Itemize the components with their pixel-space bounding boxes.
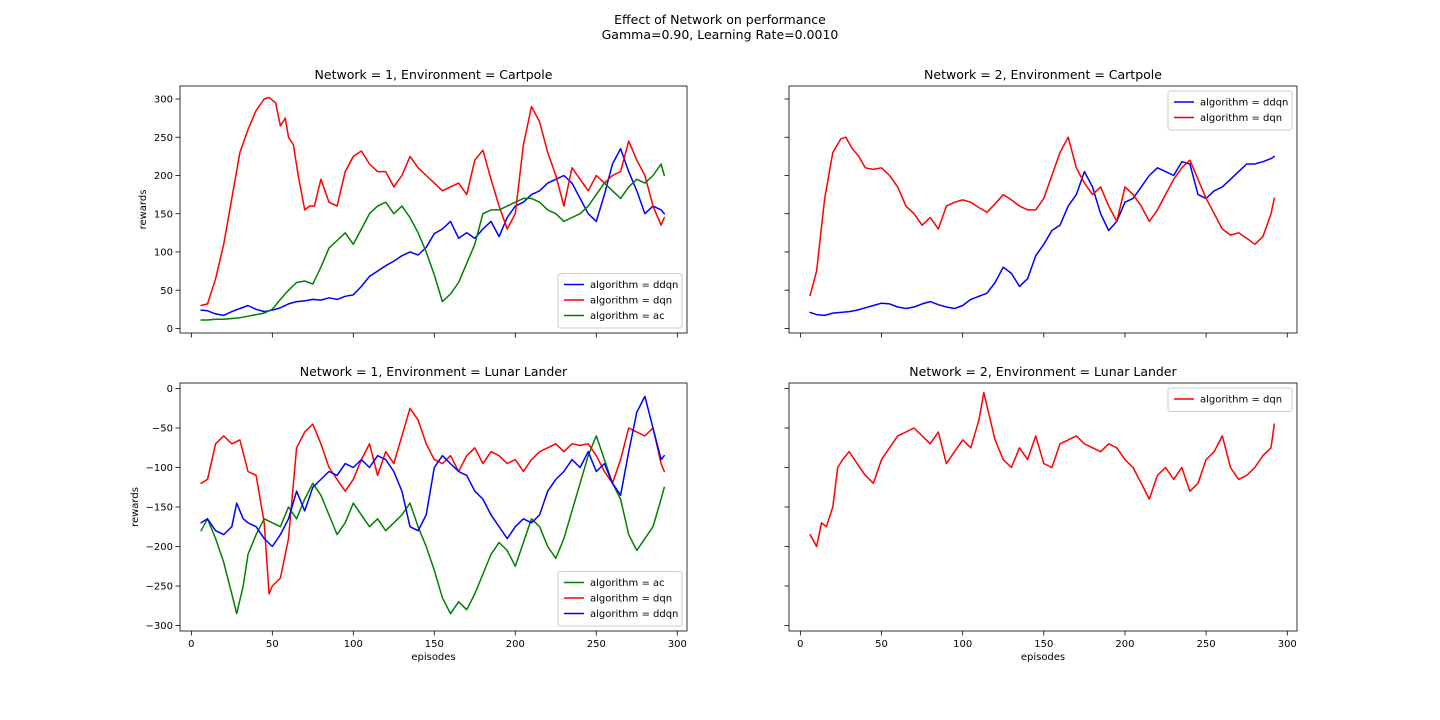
legend-entry: algorithm = ddqn [1200, 98, 1288, 109]
figure-subtitle: Gamma=0.90, Learning Rate=0.0010 [602, 27, 839, 42]
x-tick-label: 300 [668, 639, 687, 650]
legend-entry: algorithm = ddqn [590, 280, 678, 291]
legend-entry: algorithm = ddqn [590, 609, 678, 620]
x-tick-label: 0 [188, 639, 194, 650]
y-tick-label: 0 [167, 384, 173, 395]
plot-frame [179, 382, 688, 632]
legend-entry: algorithm = dqn [590, 296, 672, 307]
legend-entry: algorithm = dqn [1200, 395, 1282, 406]
y-tick-label: −50 [152, 424, 173, 435]
y-tick-label: 0 [167, 324, 173, 335]
x-axis-label: episodes [411, 652, 455, 663]
series-line-dqn [809, 391, 1276, 548]
y-tick-label: −250 [146, 582, 173, 593]
legend-entry: algorithm = dqn [590, 594, 672, 605]
legend-box [557, 273, 683, 329]
series-line-ddqn [200, 395, 666, 548]
series-line-dqn [200, 96, 666, 307]
subplot-title: Network = 1, Environment = Lunar Lander [300, 364, 568, 379]
legend: algorithm = dqn [1167, 387, 1293, 412]
x-tick-label: 300 [1278, 639, 1297, 650]
plot-frame [788, 382, 1298, 632]
legend-box [1167, 90, 1293, 131]
series-line-ddqn [200, 147, 666, 317]
x-tick-label: 250 [587, 639, 606, 650]
y-axis-label: rewards [130, 487, 141, 527]
y-axis-label: rewards [138, 190, 149, 230]
x-tick-label: 50 [266, 639, 279, 650]
y-tick-label: −300 [146, 621, 173, 632]
figure-title: Effect of Network on performance [614, 12, 826, 27]
y-tick-label: −200 [146, 542, 173, 553]
x-tick-label: 150 [1034, 639, 1053, 650]
plot-area [789, 383, 1297, 631]
legend: algorithm = ac algorithm = dqn algorithm =… [557, 571, 683, 627]
legend-entry: algorithm = dqn [1200, 113, 1282, 124]
subplot-title: Network = 2, Environment = Cartpole [924, 67, 1162, 82]
series-line-dqn [809, 136, 1276, 297]
series-group [809, 391, 1276, 548]
y-tick-label: 200 [154, 171, 173, 182]
subplot-title: Network = 1, Environment = Cartpole [315, 67, 553, 82]
y-tick-label: 250 [154, 133, 173, 144]
subplot-4: Network = 2, Environment = Lunar Lander 0… [784, 364, 1298, 663]
series-line-ac [200, 435, 666, 615]
subplot-3: Network = 1, Environment = Lunar Lander 0… [130, 364, 688, 663]
x-tick-label: 100 [344, 639, 363, 650]
plot-frame [179, 85, 688, 334]
y-tick-label: 100 [154, 248, 173, 259]
legend-entry: algorithm = ac [590, 311, 665, 322]
y-tick-label: −150 [146, 503, 173, 514]
subplot-2: Network = 2, Environment = Cartpole algor… [784, 67, 1298, 338]
legend: algorithm = ddqn algorithm = dqn algorithm… [557, 273, 683, 329]
x-tick-label: 150 [425, 639, 444, 650]
series-line-ac [200, 163, 666, 321]
series-group [200, 96, 666, 321]
subplot-1: Network = 1, Environment = Cartpole 0 50 10… [138, 67, 688, 338]
y-tick-label: 300 [154, 95, 173, 106]
legend-entry: algorithm = ac [590, 578, 665, 589]
x-tick-label: 100 [953, 639, 972, 650]
x-tick-label: 0 [797, 639, 803, 650]
series-line-ddqn [809, 155, 1276, 317]
x-tick-label: 50 [875, 639, 888, 650]
legend-box [557, 571, 683, 627]
subplot-grid: Network = 1, Environment = Cartpole 0 50 10… [130, 67, 1298, 663]
series-group [200, 395, 666, 615]
legend: algorithm = ddqn algorithm = dqn [1167, 90, 1293, 131]
y-tick-label: 50 [160, 286, 173, 297]
y-tick-label: −100 [146, 463, 173, 474]
x-tick-label: 200 [1115, 639, 1134, 650]
x-tick-label: 250 [1197, 639, 1216, 650]
subplot-title: Network = 2, Environment = Lunar Lander [909, 364, 1177, 379]
series-line-dqn [200, 407, 666, 595]
x-axis-label: episodes [1021, 652, 1065, 663]
y-tick-label: 150 [154, 209, 173, 220]
x-tick-label: 200 [506, 639, 525, 650]
legend-box [1167, 387, 1293, 412]
series-group [809, 136, 1276, 317]
plot-frame [788, 85, 1298, 334]
